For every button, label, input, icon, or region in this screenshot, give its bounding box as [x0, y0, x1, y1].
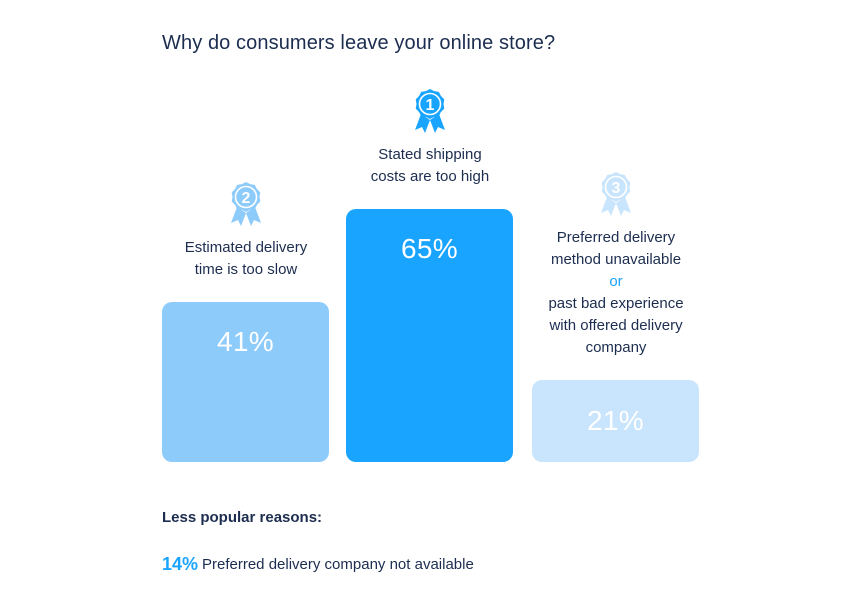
bar-rank-3: 21%: [532, 380, 699, 462]
category-label-line: past bad experience: [548, 295, 684, 312]
less-popular-item: 14% Preferred delivery company not avail…: [162, 552, 474, 576]
category-label: Estimated delivery time is too slow: [162, 237, 330, 281]
bar-value-label: 41%: [217, 326, 274, 357]
category-label: Preferred delivery method unavailable or pa…: [532, 227, 700, 359]
bar-value-label: 21%: [587, 405, 644, 436]
less-popular-value: 14%: [162, 553, 199, 574]
category-label-line: company: [585, 339, 647, 356]
svg-text:3: 3: [611, 180, 620, 197]
rank-1-ribbon-icon: 1: [413, 88, 447, 134]
chart-title: Why do consumers leave your online store…: [162, 32, 556, 54]
bar-rank-2: 41%: [162, 302, 329, 462]
category-label-line: Stated shipping: [378, 146, 482, 163]
category-label-line: Estimated delivery: [184, 239, 308, 256]
svg-text:1: 1: [425, 97, 434, 114]
category-label: Stated shipping costs are too high: [346, 144, 514, 188]
less-popular-heading: Less popular reasons:: [162, 509, 323, 526]
less-popular-label: Preferred delivery company not available: [202, 555, 474, 573]
svg-text:2: 2: [241, 190, 250, 207]
category-label-line: Preferred delivery: [556, 229, 676, 246]
category-label-line: with offered delivery: [549, 317, 683, 334]
rank-2-ribbon-icon: 2: [229, 181, 263, 227]
category-label-or: or: [609, 273, 623, 290]
bar-value-label: 65%: [401, 233, 458, 264]
category-label-line: costs are too high: [370, 168, 490, 185]
rank-3-ribbon-icon: 3: [599, 171, 633, 217]
bar-rank-1: 65%: [346, 209, 513, 462]
category-label-line: time is too slow: [194, 261, 298, 278]
category-label-line: method unavailable: [550, 251, 682, 268]
